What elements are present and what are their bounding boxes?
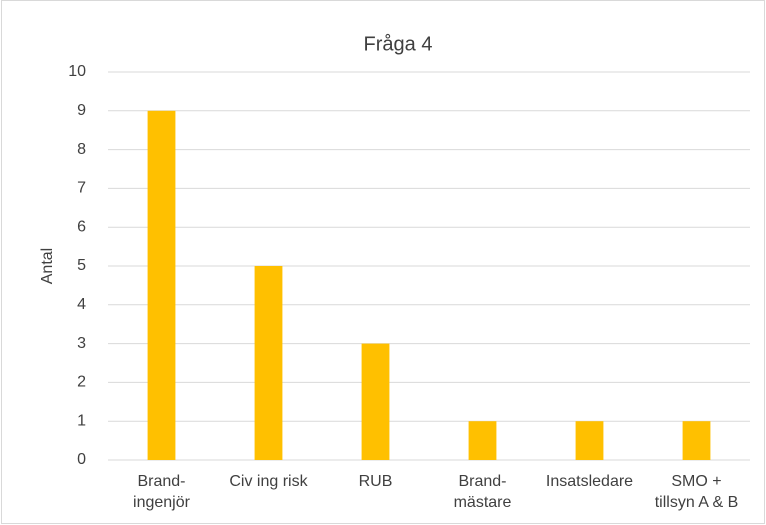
- y-tick-label: 4: [77, 296, 86, 313]
- y-tick-label: 10: [68, 63, 86, 80]
- x-tick-label: Insatsledare: [546, 473, 633, 490]
- bar: [361, 343, 390, 460]
- y-tick-label: 5: [77, 257, 86, 274]
- x-tick-label: SMO + tillsyn A & B: [655, 473, 739, 511]
- bar: [682, 421, 711, 460]
- y-tick-label: 9: [77, 102, 86, 119]
- bar: [254, 266, 283, 460]
- bar: [147, 110, 176, 461]
- y-tick-label: 7: [77, 180, 86, 197]
- y-tick-label: 8: [77, 141, 86, 158]
- x-tick-label: Brand-ingenjör: [133, 473, 191, 511]
- y-tick-label: 0: [77, 451, 86, 468]
- chart-title: Fråga 4: [364, 33, 433, 55]
- y-tick-label: 1: [77, 412, 86, 429]
- x-tick-label: Civ ing risk: [229, 473, 308, 490]
- y-axis-label: Antal: [39, 248, 56, 284]
- x-tick-label: Brand-mästare: [454, 473, 512, 511]
- x-tick-label: RUB: [359, 473, 393, 490]
- y-tick-label: 2: [77, 374, 86, 391]
- bar: [468, 421, 497, 460]
- y-tick-label: 3: [77, 335, 86, 352]
- bar: [575, 421, 604, 460]
- y-tick-label: 6: [77, 218, 86, 235]
